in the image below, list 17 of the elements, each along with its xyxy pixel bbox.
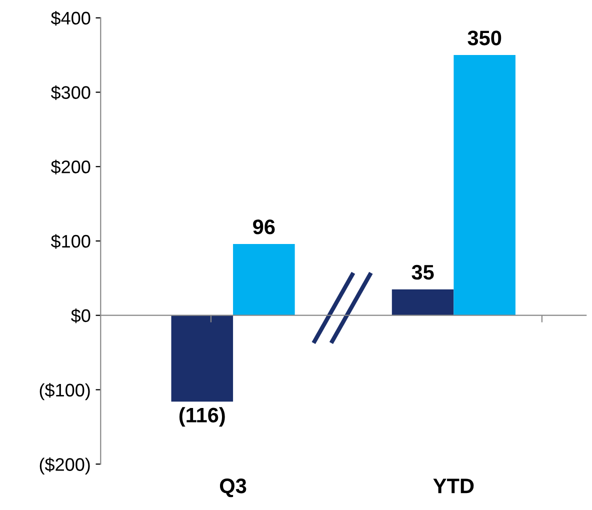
data-label: 350 [468, 30, 502, 46]
x-tick-label: YTD [433, 478, 474, 494]
bar [233, 244, 295, 316]
bar [454, 55, 516, 316]
data-label: 35 [412, 264, 434, 280]
data-label: 96 [253, 220, 275, 234]
bar [392, 289, 454, 316]
y-tick-label: ($200) [40, 457, 90, 475]
y-tick-label: $400 [50, 11, 90, 26]
bar [171, 315, 234, 402]
x-tick-label: Q3 [220, 478, 246, 498]
y-tick-label: $200 [50, 160, 90, 174]
y-tick-label: $0 [71, 308, 90, 324]
data-label: (116) [179, 407, 225, 427]
y-tick-label: $300 [50, 85, 90, 100]
y-tick-label: $100 [50, 234, 90, 249]
y-tick-label: ($100) [40, 383, 90, 400]
